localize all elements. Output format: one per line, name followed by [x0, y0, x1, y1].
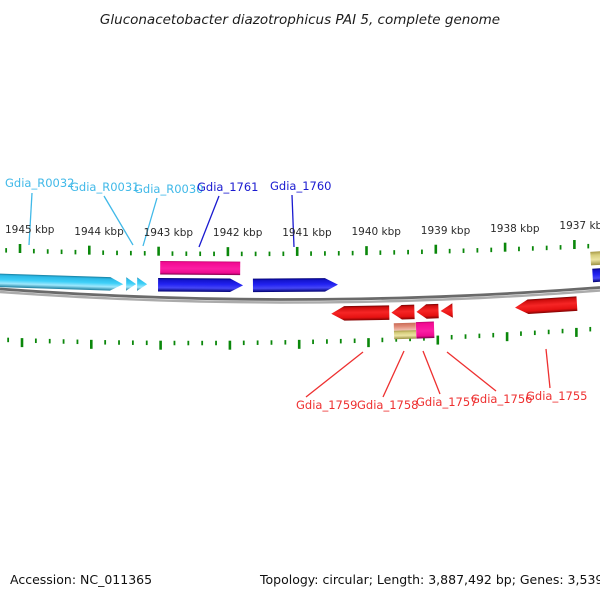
gene-label: Gdia_R0030	[134, 182, 204, 196]
genome-backbone	[0, 289, 600, 304]
label-leader-line	[382, 350, 405, 398]
gene-feature-Gdia_1760[interactable]	[252, 278, 338, 293]
gene-feature[interactable]	[415, 321, 435, 339]
gene-label: Gdia_R0031	[70, 180, 140, 194]
ruler-label: 1941 kbp	[282, 227, 332, 239]
ruler-label: 1944 kbp	[74, 226, 124, 238]
ruler-label: 1939 kbp	[420, 225, 471, 237]
label-leader-line	[103, 195, 134, 246]
ruler-label: 1940 kbp	[351, 226, 401, 238]
gene-feature-Gdia_1756[interactable]	[440, 303, 453, 318]
gene-feature-Gdia_1755[interactable]	[515, 296, 578, 315]
gene-label: Gdia_1755	[526, 389, 588, 403]
ruler-label: 1938 kbp	[490, 223, 540, 235]
gene-feature[interactable]	[592, 268, 600, 283]
gene-label: Gdia_1761	[197, 180, 259, 194]
topology-text: Topology: circular; Length: 3,887,492 bp…	[260, 572, 600, 587]
gene-feature[interactable]	[590, 251, 600, 266]
label-leader-line	[198, 195, 220, 248]
gene-label: Gdia_1760	[270, 179, 332, 193]
gene-feature-Gdia_1759[interactable]	[331, 305, 390, 321]
ruler-label: 1937 kbp	[559, 220, 600, 232]
label-leader-line	[545, 348, 551, 389]
gene-label: Gdia_1759	[296, 398, 358, 412]
label-leader-line	[446, 351, 497, 392]
ruler-label: 1945 kbp	[5, 224, 55, 236]
gene-feature[interactable]	[160, 260, 241, 276]
gene-label: Gdia_R0032	[5, 176, 75, 190]
gene-feature[interactable]	[393, 330, 417, 340]
gene-feature-Gdia_R0031[interactable]	[126, 277, 137, 291]
ruler-label: 1942 kbp	[212, 227, 263, 239]
gene-feature-Gdia_1761[interactable]	[158, 277, 244, 293]
gene-feature-Gdia_1757[interactable]	[416, 303, 439, 319]
label-leader-line	[305, 351, 364, 398]
accession-text: Accession: NC_011365	[10, 572, 153, 587]
gene-feature-Gdia_1758[interactable]	[391, 304, 415, 320]
genome-backbone	[0, 286, 600, 301]
label-leader-line	[142, 197, 158, 247]
page-title: Gluconacetobacter diazotrophicus PAI 5, …	[99, 12, 501, 28]
gene-feature[interactable]	[393, 322, 416, 331]
gene-label: Gdia_1756	[471, 392, 533, 406]
gene-label: Gdia_1757	[416, 395, 478, 409]
label-leader-line	[291, 194, 295, 248]
gene-feature-Gdia_R0030[interactable]	[137, 277, 148, 291]
gene-label: Gdia_1758	[357, 398, 419, 412]
gene-feature-Gdia_R0032[interactable]	[0, 273, 124, 291]
ruler-label: 1943 kbp	[143, 227, 194, 239]
label-leader-line	[422, 350, 441, 395]
label-leader-line	[28, 192, 33, 246]
